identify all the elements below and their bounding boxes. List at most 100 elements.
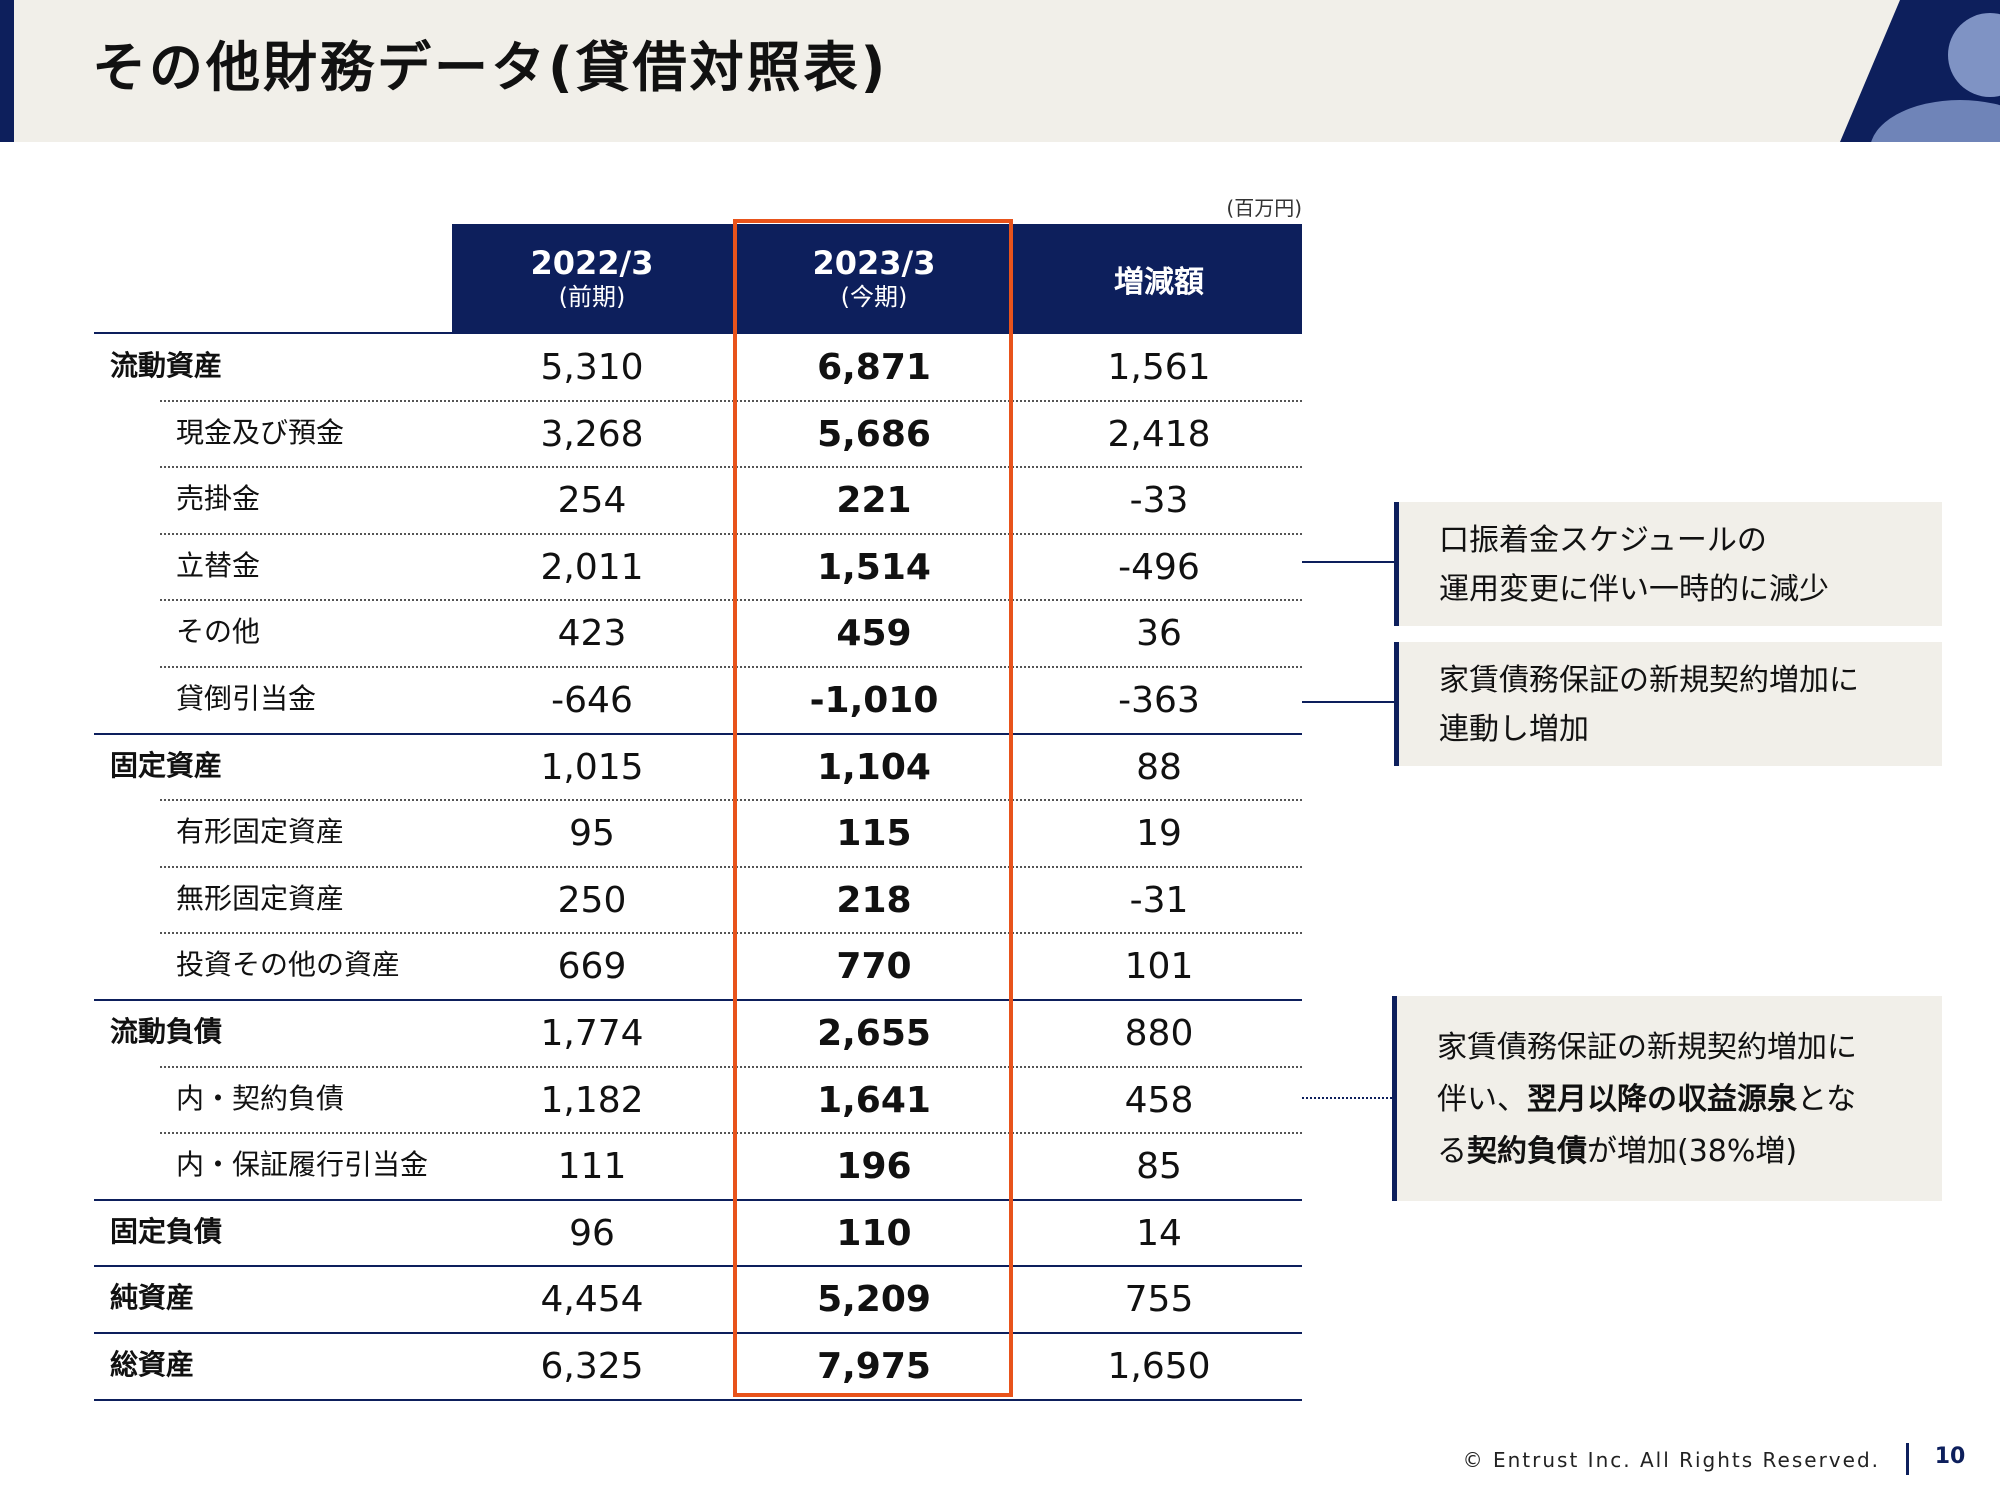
callout-2-line-1: 家賃債務保証の新規契約増加に: [1439, 663, 1859, 698]
column-label-diff: 増減額: [1114, 265, 1204, 300]
table-row: 流動負債 1,774 2,655 880: [94, 1000, 1302, 1066]
table-row: 純資産 4,454 5,209 755: [94, 1266, 1302, 1332]
corner-decoration-icon: [1840, 0, 2000, 142]
value-diff: -31: [1129, 879, 1189, 921]
value-prev: 1,774: [540, 1013, 644, 1054]
row-divider: [160, 532, 1302, 535]
table-row: 固定負債 96 110 14: [94, 1200, 1302, 1266]
value-curr: 1,104: [817, 746, 931, 788]
page-title: その他財務データ(貸借対照表): [92, 36, 889, 99]
row-label: 流動負債: [110, 1015, 223, 1048]
callout-3-line-1: 家賃債務保証の新規契約増加に: [1437, 1030, 1857, 1065]
value-prev: 2,011: [540, 546, 644, 588]
value-curr: 218: [836, 879, 912, 921]
row-divider: [160, 466, 1302, 469]
callout-3-line-2-bold: 翌月以降の収益源泉: [1527, 1082, 1797, 1117]
value-prev: 1,182: [540, 1079, 644, 1121]
table-row: 有形固定資産 95 115 19: [94, 800, 1302, 866]
value-curr: -1,010: [809, 680, 939, 721]
callout-3-line-2-post: とな: [1797, 1082, 1857, 1117]
value-curr: 1,514: [817, 546, 931, 588]
value-diff: 458: [1124, 1079, 1194, 1121]
row-label: 純資産: [110, 1281, 195, 1315]
row-divider: [94, 1332, 1302, 1334]
value-prev: 95: [569, 813, 615, 855]
row-divider: [94, 1265, 1302, 1268]
row-divider: [160, 1065, 1302, 1068]
value-curr: 110: [836, 1212, 912, 1254]
row-label: 売掛金: [176, 482, 261, 516]
column-header-curr: 2023/3 (今期): [732, 224, 1016, 334]
column-header-prev: 2022/3 (前期): [452, 224, 732, 334]
value-prev: 423: [557, 613, 627, 655]
value-diff: 85: [1136, 1146, 1182, 1188]
row-label: 貸倒引当金: [176, 682, 317, 715]
value-curr: 5,209: [817, 1279, 931, 1321]
callout-receivable-note: 口振着金スケジュールの 運用変更に伴い一時的に減少: [1394, 502, 1942, 626]
value-curr: 6,871: [817, 347, 931, 388]
row-divider: [160, 599, 1302, 602]
callout-1-line-2: 運用変更に伴い一時的に減少: [1439, 572, 1829, 607]
row-divider: [160, 1132, 1302, 1135]
table-row: 貸倒引当金 -646 -1,010 -363: [94, 667, 1302, 733]
value-diff: 101: [1124, 946, 1194, 988]
row-label: その他: [176, 615, 261, 649]
value-prev: 6,325: [540, 1346, 644, 1387]
row-divider: [94, 1198, 1302, 1201]
callout-3-line-2-pre: 伴い、: [1437, 1082, 1527, 1117]
table-row: 立替金 2,011 1,514 -496: [94, 534, 1302, 600]
value-prev: 254: [557, 480, 627, 522]
value-diff: 1,650: [1107, 1346, 1211, 1387]
value-prev: 669: [557, 946, 627, 988]
table-row: 投資その他の資産 669 770 101: [94, 933, 1302, 999]
column-header-diff: 増減額: [1016, 224, 1302, 334]
row-label: 総資産: [110, 1348, 195, 1381]
row-label: 立替金: [176, 548, 261, 582]
value-curr: 5,686: [817, 413, 931, 455]
value-diff: 1,561: [1107, 347, 1211, 388]
table-row: 内・契約負債 1,182 1,641 458: [94, 1067, 1302, 1133]
row-label: 投資その他の資産: [176, 948, 401, 982]
row-divider: [160, 932, 1302, 935]
value-diff: 19: [1136, 813, 1182, 855]
value-curr: 770: [836, 946, 912, 988]
table-row: 内・保証履行引当金 111 196 85: [94, 1133, 1302, 1199]
callout-allowance-note: 家賃債務保証の新規契約増加に 連動し増加: [1394, 642, 1942, 766]
table-row: 現金及び預金 3,268 5,686 2,418: [94, 401, 1302, 467]
value-curr: 221: [836, 480, 912, 522]
value-diff: -496: [1118, 546, 1200, 588]
connector-line-2: [1302, 701, 1394, 703]
value-curr: 115: [836, 813, 912, 855]
value-diff: 880: [1124, 1013, 1194, 1054]
page-number: 10: [1934, 1444, 1966, 1469]
value-diff: 36: [1136, 613, 1182, 655]
copyright-text: © Entrust Inc. All Rights Reserved.: [1462, 1448, 1880, 1472]
value-prev: 111: [557, 1146, 627, 1188]
table-row: 固定資産 1,015 1,104 88: [94, 734, 1302, 800]
column-year-prev: 2022/3: [530, 244, 654, 282]
unit-label: (百万円): [1226, 196, 1302, 220]
value-curr: 1,641: [817, 1079, 931, 1121]
callout-3-line-2: 伴い、翌月以降の収益源泉とな: [1437, 1074, 1942, 1126]
row-label: 内・保証履行引当金: [176, 1148, 429, 1182]
row-label: 有形固定資産: [176, 815, 345, 849]
value-curr: 459: [836, 613, 912, 655]
value-prev: 1,015: [540, 746, 644, 788]
row-label: 固定負債: [110, 1214, 223, 1248]
value-diff: 755: [1124, 1279, 1194, 1321]
value-prev: 3,268: [540, 413, 644, 455]
value-curr: 196: [836, 1146, 912, 1188]
connector-line-1: [1302, 561, 1394, 563]
callout-3-line-3-post: が増加(38%増): [1587, 1134, 1798, 1169]
row-label: 現金及び預金: [176, 415, 345, 449]
row-label: 内・契約負債: [176, 1081, 345, 1115]
column-year-curr: 2023/3: [812, 244, 936, 282]
column-sub-prev: (前期): [558, 282, 626, 311]
row-label: 無形固定資産: [176, 881, 345, 915]
value-diff: 88: [1136, 746, 1182, 788]
row-divider: [94, 732, 1302, 735]
current-period-highlight-frame: [733, 219, 1013, 1397]
callout-contract-liability-note: 家賃債務保証の新規契約増加に 伴い、翌月以降の収益源泉とな る契約負債が増加(3…: [1392, 996, 1942, 1201]
footer-divider: [1906, 1443, 1909, 1475]
table-row: 流動資産 5,310 6,871 1,561: [94, 334, 1302, 400]
